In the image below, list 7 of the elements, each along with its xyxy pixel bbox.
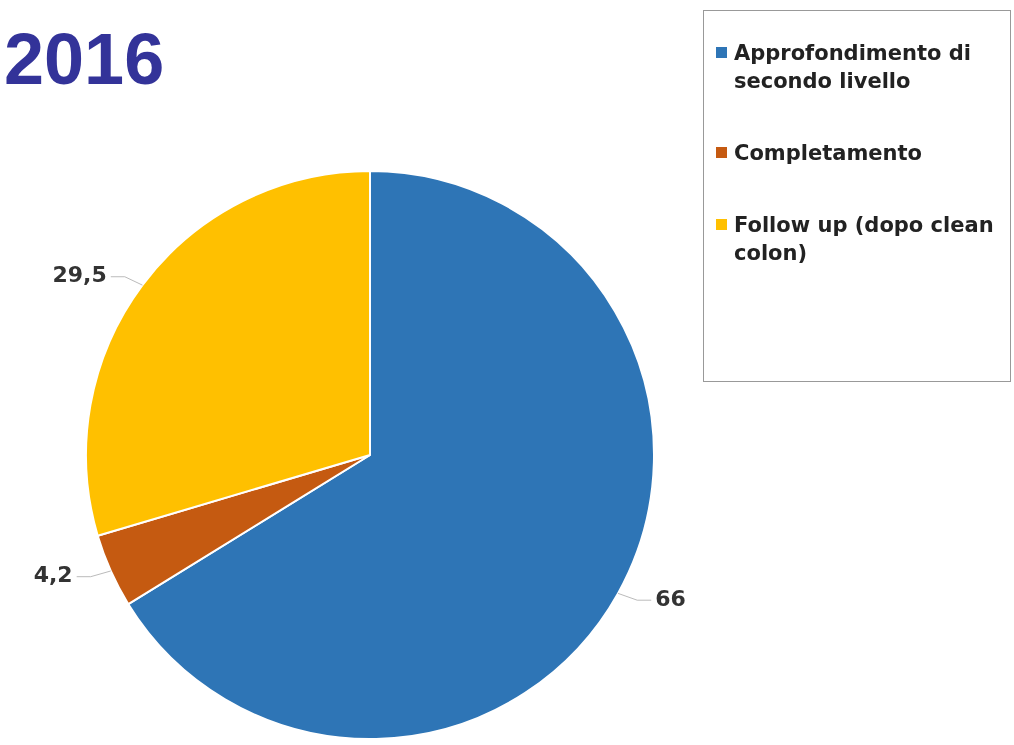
data-label: 4,2 <box>33 562 73 588</box>
data-label: 66 <box>655 585 686 611</box>
legend-label: Approfondimento di secondo livello <box>734 40 972 95</box>
legend-label: Follow up (dopo clean colon) <box>734 212 995 267</box>
chart-title: 2016 <box>4 18 165 100</box>
data-label: 29,5 <box>52 262 107 288</box>
legend-label: Completamento <box>734 140 922 167</box>
